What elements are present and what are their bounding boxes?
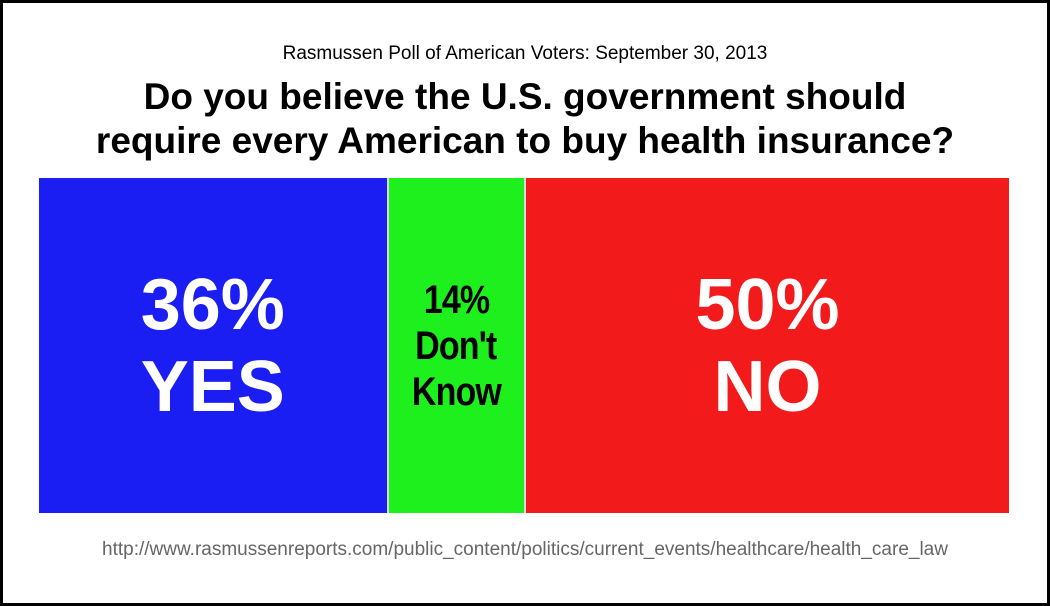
title-line-2: require every American to buy health ins… [95, 120, 955, 161]
value-label: 36% [140, 264, 285, 345]
category-label: YES [140, 346, 285, 427]
value-label: 14% [423, 277, 490, 322]
bar-segment-don-t-know: 14% Don't Know [386, 178, 524, 513]
source-url: http://www.rasmussenreports.com/public_c… [102, 539, 948, 560]
value-label: 50% [695, 264, 840, 345]
bar-segment-no: 50% NO [524, 178, 1009, 513]
stacked-bar: 36% YES 14% Don't Know 50% NO [39, 178, 1009, 513]
bar-segment-yes: 36% YES [39, 178, 387, 513]
chart-title: Do you believe the U.S. government shoul… [3, 75, 1047, 163]
category-label: Don't [415, 323, 498, 368]
title-line-1: Do you believe the U.S. government shoul… [143, 76, 907, 117]
category-label: Know [411, 369, 502, 414]
category-label: NO [713, 346, 822, 427]
chart-subtitle: Rasmussen Poll of American Voters: Septe… [282, 43, 768, 64]
